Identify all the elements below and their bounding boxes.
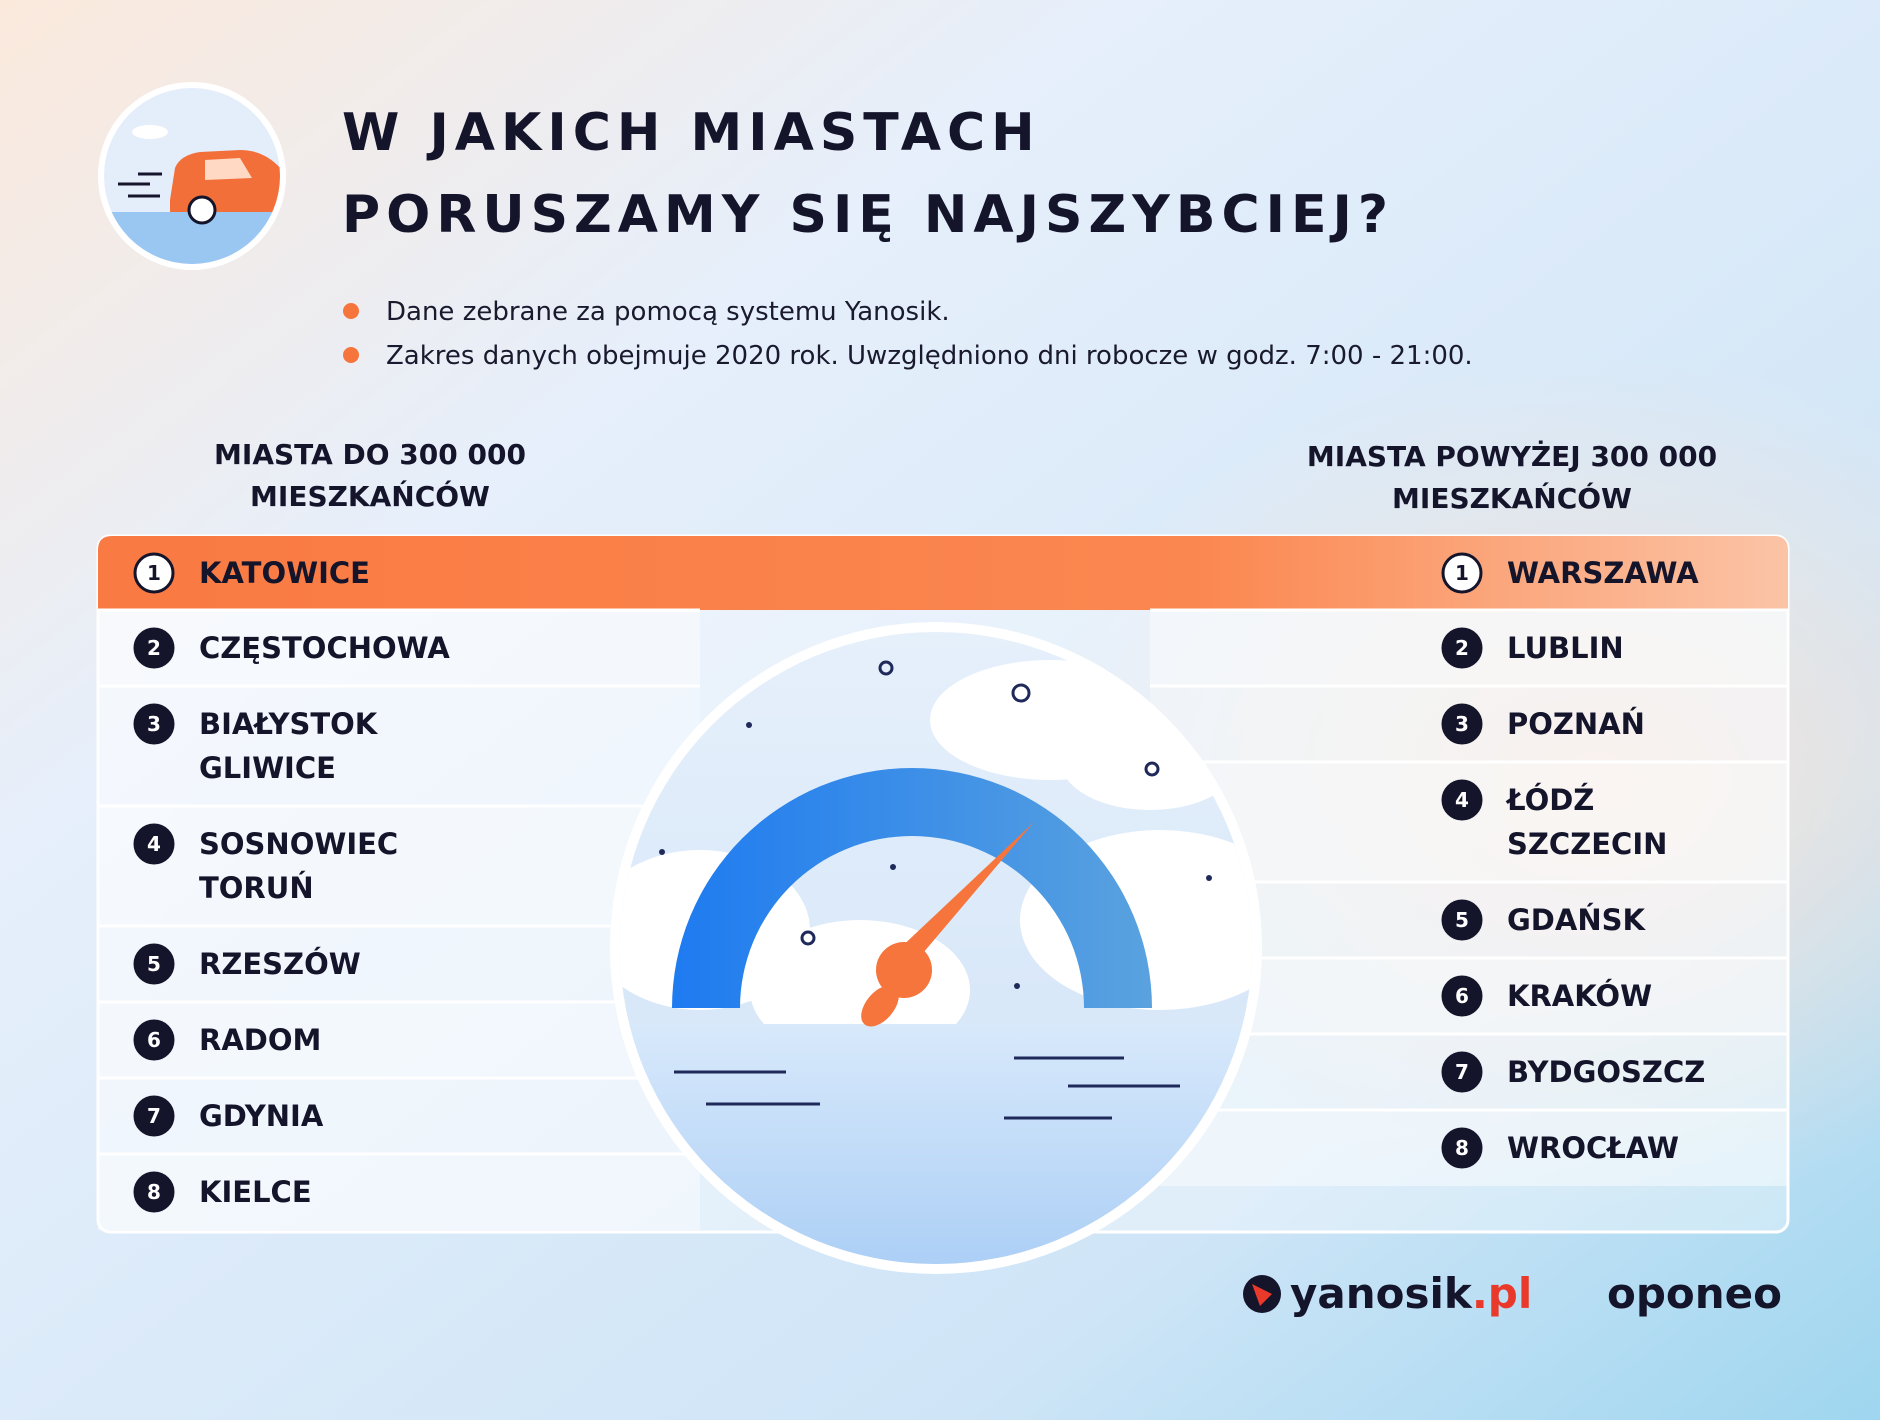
city-name: KIELCE: [199, 1175, 312, 1209]
row-background: [98, 1002, 700, 1078]
city-name: RADOM: [199, 1023, 321, 1057]
city-name: KATOWICE: [199, 556, 370, 590]
rank-badge: [1441, 627, 1483, 669]
rank-number: 4: [147, 832, 161, 856]
rank-number: 5: [147, 952, 161, 976]
city-name: KRAKÓW: [1507, 979, 1652, 1013]
note: Zakres danych obejmuje 2020 rok. Uwzględ…: [386, 341, 1473, 371]
rank-badge: [1441, 1051, 1483, 1093]
city-name: LUBLIN: [1507, 631, 1624, 665]
speedometer: [610, 622, 1262, 1274]
row-background: [98, 926, 700, 1002]
top-row: [98, 536, 1788, 610]
row-background: [98, 1154, 700, 1230]
column-heading: MIESZKAŃCÓW: [1392, 481, 1632, 515]
column-heading: MIASTA POWYŻEJ 300 000: [1307, 439, 1717, 473]
city-name: ŁÓDŹ: [1505, 783, 1594, 817]
rank-number: 7: [1455, 1060, 1469, 1084]
row-background: [98, 1078, 700, 1154]
rank-number: 1: [1455, 561, 1469, 585]
rank-number: 8: [147, 1180, 161, 1204]
yanosik-logo: yanosik.pl: [1243, 1269, 1532, 1318]
rank-badge: [133, 703, 175, 745]
rank-number: 5: [1455, 908, 1469, 932]
city-name: GDAŃSK: [1507, 903, 1646, 937]
rank-badge: [133, 943, 175, 985]
logo-text: .pl: [1472, 1269, 1532, 1318]
city-name: RZESZÓW: [199, 947, 361, 981]
bullet: [343, 347, 359, 363]
city-name: GDYNIA: [199, 1099, 324, 1133]
city-name: TORUŃ: [199, 871, 314, 905]
rank-number: 3: [1455, 712, 1469, 736]
row-background: [98, 610, 700, 686]
rank-badge: [133, 552, 175, 594]
title-line: PORUSZAMY SIĘ NAJSZYBCIEJ?: [342, 185, 1394, 245]
rank-badge: [133, 1095, 175, 1137]
rank-badge: [133, 1171, 175, 1213]
rank-number: 1: [147, 561, 161, 585]
city-name: WARSZAWA: [1507, 556, 1699, 590]
rank-badge: [1441, 779, 1483, 821]
rank-badge: [133, 823, 175, 865]
rank-badge: [1441, 552, 1483, 594]
svg-text:yanosik.pl: yanosik.pl: [1290, 1269, 1532, 1318]
rank-badge: [133, 627, 175, 669]
city-name: GLIWICE: [199, 751, 336, 785]
city-name: WROCŁAW: [1507, 1131, 1679, 1165]
title-line: W JAKICH MIASTACH: [342, 103, 1041, 163]
city-name: BIAŁYSTOK: [199, 707, 379, 741]
rank-number: 3: [147, 712, 161, 736]
rank-number: 6: [1455, 984, 1469, 1008]
row-background: [98, 806, 700, 926]
bullet: [343, 303, 359, 319]
rank-number: 6: [147, 1028, 161, 1052]
logo-text: yanosik: [1290, 1269, 1473, 1318]
column-heading: MIASTA DO 300 000: [214, 438, 526, 471]
oponeo-logo: oponeo: [1607, 1269, 1782, 1318]
rank-number: 4: [1455, 788, 1469, 812]
rank-number: 2: [1455, 636, 1469, 660]
rank-number: 8: [1455, 1136, 1469, 1160]
rank-badge: [1441, 975, 1483, 1017]
column-heading: MIESZKAŃCÓW: [250, 479, 490, 513]
rank-badge: [1441, 899, 1483, 941]
note: Dane zebrane za pomocą systemu Yanosik.: [386, 297, 950, 327]
row-background: [98, 686, 700, 806]
rank-number: 2: [147, 636, 161, 660]
city-name: POZNAŃ: [1507, 707, 1645, 741]
city-name: BYDGOSZCZ: [1507, 1055, 1705, 1089]
city-name: SOSNOWIEC: [199, 827, 398, 861]
city-name: CZĘSTOCHOWA: [199, 631, 450, 665]
city-name: SZCZECIN: [1507, 827, 1667, 861]
rank-badge: [1441, 703, 1483, 745]
rank-badge: [1441, 1127, 1483, 1169]
rank-number: 7: [147, 1104, 161, 1128]
rank-badge: [133, 1019, 175, 1061]
